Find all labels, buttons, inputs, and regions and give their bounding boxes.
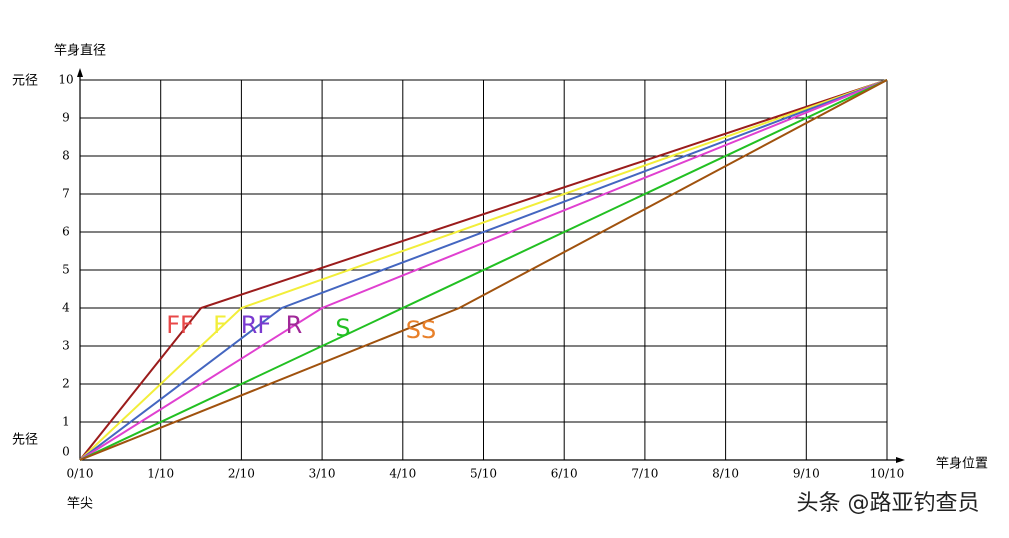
y-bottom-label: 先径: [12, 433, 38, 448]
x-tick-label: 8/10: [712, 467, 739, 481]
series-label: S: [335, 314, 350, 342]
series-label: FF: [166, 311, 194, 339]
x-tick-label: 3/10: [309, 467, 336, 481]
series-line: [79, 79, 888, 461]
y-tick-label: 7: [62, 187, 70, 201]
y-tick-label: 2: [62, 377, 70, 391]
y-tick-label: 3: [62, 339, 70, 353]
y-tick-label: 8: [62, 149, 70, 163]
x-tick-label: 5/10: [470, 467, 497, 481]
x-tick-label: 9/10: [793, 467, 820, 481]
x-tick-label: 4/10: [389, 467, 416, 481]
y-axis-label: 竿身直径: [54, 43, 106, 59]
x-axis-arrow: [896, 457, 905, 463]
y-tick-label: 4: [62, 301, 70, 315]
y-tick-label: 9: [62, 111, 70, 125]
series-line: [79, 79, 888, 461]
x-tick-label: 6/10: [551, 467, 578, 481]
x-tick-label: 1/10: [147, 467, 174, 481]
series-label: RF: [241, 311, 271, 339]
y-axis-arrow: [77, 68, 83, 77]
series-line: [79, 79, 888, 461]
series-label: SS: [406, 316, 436, 344]
y-tick-label: 1: [62, 415, 70, 429]
x-tick-label: 0/10: [67, 467, 94, 481]
x-tick-label: 2/10: [228, 467, 255, 481]
series-line: [79, 79, 888, 461]
series-line: [79, 79, 888, 461]
x-tick-label: 7/10: [631, 467, 658, 481]
watermark: 头条 @路亚钓查员: [797, 491, 980, 516]
series-line: [79, 79, 888, 461]
y-tick-label: 10: [58, 73, 73, 87]
y-top-label: 元径: [12, 74, 38, 89]
y-tick-label: 6: [62, 225, 70, 239]
x-start-label: 竿尖: [67, 496, 93, 512]
series-label: R: [286, 311, 303, 339]
series-label: F: [213, 311, 227, 339]
x-axis-label: 竿身位置: [936, 456, 988, 472]
y-tick-label: 0: [62, 445, 70, 459]
x-tick-label: 10/10: [870, 467, 905, 481]
y-tick-label: 5: [62, 263, 70, 277]
